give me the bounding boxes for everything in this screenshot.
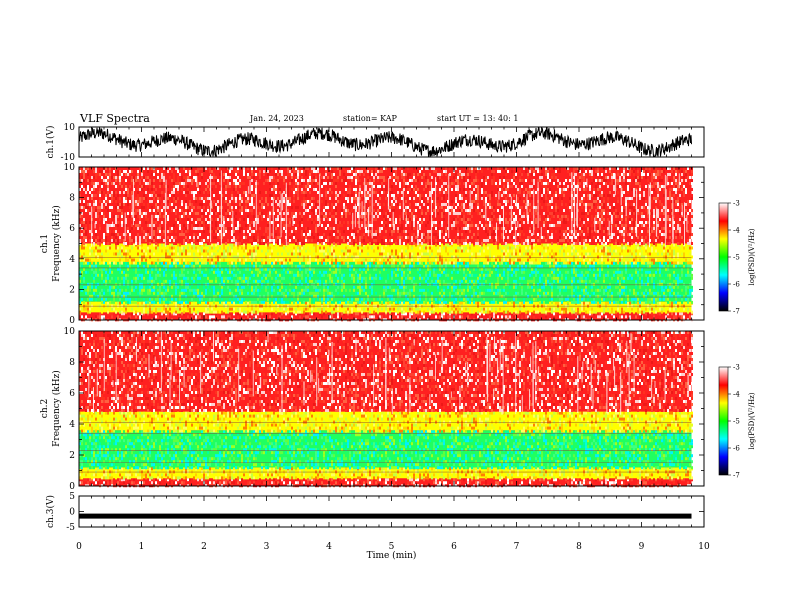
xtick-label-4: 4	[326, 542, 332, 552]
xtick-label-6: 6	[451, 542, 457, 552]
ch1-spec-ytick-0: 0	[69, 316, 75, 326]
ch1-spec-ytick-5: 10	[64, 163, 76, 173]
ch2-spec-ytick-5: 10	[64, 327, 76, 337]
ch1-spec-ytick-2: 4	[69, 255, 75, 265]
ch3-waveform-line	[79, 513, 692, 519]
xtick-label-5: 5	[389, 542, 395, 552]
ch2-spec-ytick-3: 6	[69, 389, 75, 399]
ch1-spectrogram-band-green	[79, 261, 693, 304]
ch3-ytick-0: 5	[69, 492, 75, 502]
ch2-spectrogram-band-green	[79, 430, 693, 470]
ch1-ylabel: ch.1(V)	[45, 126, 56, 159]
colorbar-ch2-tick-0: -3	[733, 364, 740, 372]
ch2-spectrogram-band-yellow	[79, 467, 693, 480]
colorbar-ch1-tick-2: -5	[733, 254, 740, 262]
ch1-waveform-panel	[78, 126, 692, 158]
xtick-label-9: 9	[639, 542, 645, 552]
xtick-label-7: 7	[514, 542, 520, 552]
colorbar-ch2-label: log(PSD)(V²/Hz)	[748, 392, 756, 449]
ch1-frame	[78, 126, 705, 158]
colorbar-ch1-tick-4: -7	[733, 308, 740, 316]
xtick-label-3: 3	[264, 542, 270, 552]
ch1-spectrogram-band-yellow	[79, 243, 693, 265]
xaxis-label: Time (min)	[367, 550, 417, 561]
ch1-ytick-1: -10	[61, 153, 76, 163]
ch1-ytick-0: 10	[64, 123, 76, 133]
date-label: Jan. 24, 2023	[250, 114, 304, 123]
ch2-spec-ytick-4: 8	[69, 358, 75, 368]
ch2-spectrogram-band-yellow	[79, 411, 693, 433]
station-label: station= KAP	[343, 114, 397, 123]
colorbar-ch1-tick-1: -4	[733, 227, 740, 235]
ch2-spec-ytick-0: 0	[69, 482, 75, 492]
ch3-frame	[78, 495, 705, 528]
colorbar-ch1-label: log(PSD)(V²/Hz)	[748, 228, 756, 285]
ch1-spec-ylabel-frequency: Frequency (kHz)	[51, 205, 62, 282]
ch3-waveform-panel	[79, 513, 692, 519]
colorbar-ch1-bar	[718, 202, 729, 312]
ch1-waveform-line	[78, 126, 692, 158]
ch2-spec-ytick-1: 2	[69, 451, 75, 461]
ch2-spectrogram	[79, 331, 693, 488]
ch1-spectrogram	[79, 167, 693, 322]
colorbar-ch2-tick-4: -7	[733, 472, 740, 480]
colorbar-ch1-tick-3: -6	[733, 281, 740, 289]
ch1-spec-ytick-3: 6	[69, 224, 75, 234]
xtick-label-8: 8	[576, 542, 582, 552]
colorbar-ch1	[718, 202, 731, 312]
xtick-label-0: 0	[76, 542, 82, 552]
colorbar-ch2-tick-3: -6	[733, 445, 740, 453]
xtick-label-10: 10	[698, 542, 710, 552]
ch2-spec-frame	[78, 330, 705, 487]
ch2-spec-ylabel-frequency: Frequency (kHz)	[51, 370, 62, 447]
ch2-spec-ytick-2: 4	[69, 420, 75, 430]
ch1-spectrogram-band-red	[79, 167, 693, 249]
colorbar-ch2-tick-2: -5	[733, 418, 740, 426]
ch3-ytick-1: 0	[69, 508, 75, 518]
colorbar-ch2-bar	[718, 366, 729, 476]
colorbar-ch1-tick-0: -3	[733, 200, 740, 208]
ch3-ylabel: ch.3(V)	[45, 495, 56, 528]
ch2-spectrogram-band-red	[79, 331, 693, 415]
xtick-label-1: 1	[139, 542, 145, 552]
chart-title: VLF Spectra	[80, 112, 150, 125]
ch3-ytick-2: -5	[66, 523, 75, 533]
colorbar-ch2-tick-1: -4	[733, 391, 740, 399]
start-time-label: start UT = 13: 40: 1	[437, 114, 519, 123]
ch1-spec-ytick-1: 2	[69, 285, 75, 295]
ch1-spec-frame	[78, 166, 705, 321]
ch2-spec-ylabel-channel: ch.2	[40, 399, 50, 418]
colorbar-ch2	[718, 366, 731, 476]
xtick-label-2: 2	[201, 542, 207, 552]
ch1-spec-ytick-4: 8	[69, 194, 75, 204]
ch1-spec-ylabel-channel: ch.1	[40, 234, 50, 253]
